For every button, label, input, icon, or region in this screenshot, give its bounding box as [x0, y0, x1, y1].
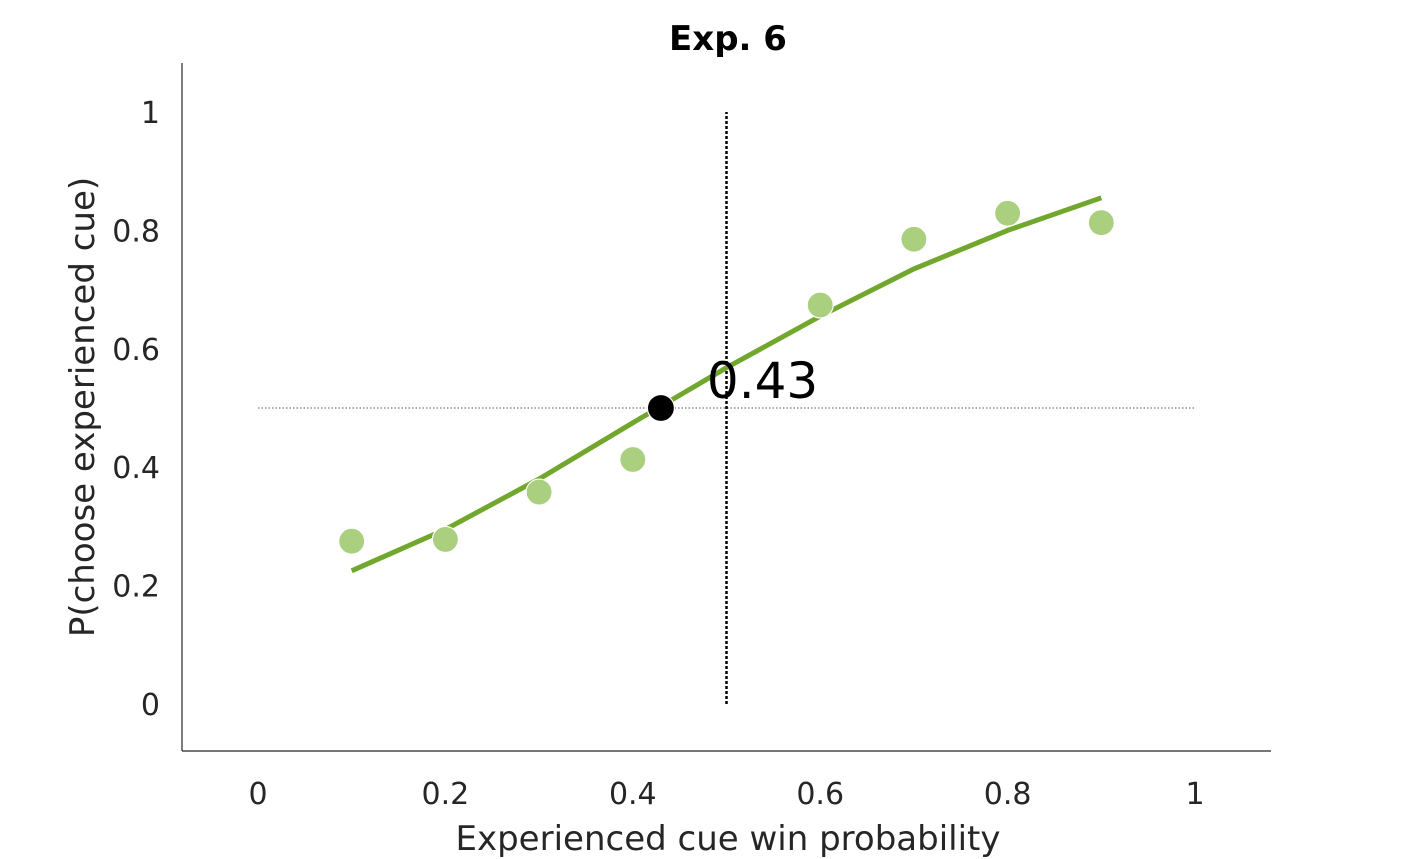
- x-axis-label: Experienced cue win probability: [456, 819, 1001, 859]
- indifference-point-label: 0.43: [707, 352, 818, 410]
- x-tick-label: 0.6: [796, 777, 844, 812]
- y-tick-label: 0.2: [112, 570, 160, 605]
- y-ticks: 0 0.2 0.4 0.6 0.8 1: [112, 96, 160, 723]
- y-axis-label: P(choose experienced cue): [63, 177, 103, 637]
- data-point: [806, 291, 834, 319]
- fit-layer: [350, 195, 1103, 574]
- points-layer: [338, 199, 1115, 555]
- indifference-point: [646, 393, 676, 423]
- x-tick-label: 0.4: [609, 777, 657, 812]
- x-tick-label: 0.8: [984, 777, 1032, 812]
- data-point: [525, 478, 553, 506]
- x-tick-label: 1: [1185, 777, 1204, 812]
- data-point: [619, 445, 647, 474]
- x-tick-label: 0.2: [422, 777, 470, 812]
- reference-lines: [258, 112, 1195, 704]
- y-tick-label: 0.4: [112, 451, 160, 486]
- y-tick-label: 0.6: [112, 333, 160, 368]
- data-point: [338, 527, 366, 555]
- data-point: [431, 525, 459, 554]
- chart-title: Exp. 6: [669, 19, 787, 59]
- y-tick-label: 0: [141, 688, 160, 723]
- x-ticks: 0 0.2 0.4 0.6 0.8 1: [248, 777, 1204, 812]
- fit-line: [350, 195, 1103, 574]
- y-tick-label: 0.8: [112, 214, 160, 249]
- data-point: [900, 225, 928, 253]
- data-point: [993, 199, 1022, 227]
- y-tick-label: 1: [141, 96, 160, 131]
- x-tick-label: 0: [248, 777, 267, 812]
- data-point: [1087, 209, 1115, 237]
